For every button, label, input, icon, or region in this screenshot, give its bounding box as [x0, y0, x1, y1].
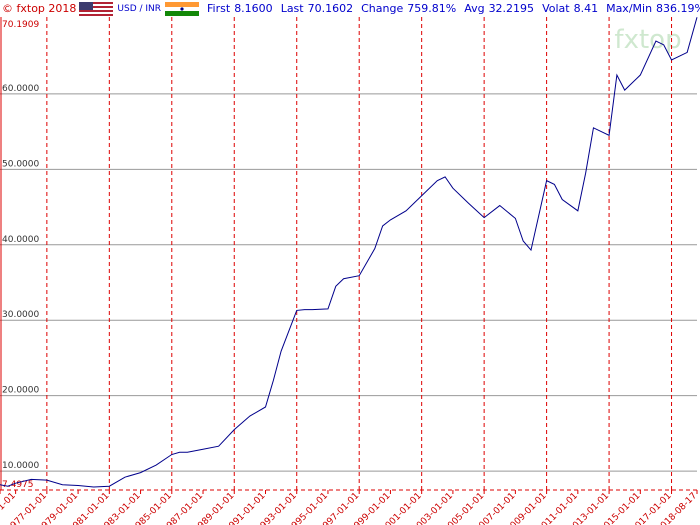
stat-label: Max/Min [606, 2, 653, 15]
india-flag [165, 1, 200, 16]
pair: USD / INR [117, 3, 162, 14]
y-tick-label: 40.0000 [2, 235, 39, 245]
price-line [0, 17, 698, 488]
us-flag [79, 1, 114, 16]
stat-value: 32.2195 [488, 2, 535, 15]
stat-label: Change [361, 2, 404, 15]
y-tick-label: 70.1909 [2, 20, 39, 30]
y-tick-label: 50.0000 [2, 159, 39, 169]
stat-value: 759.81% [407, 2, 457, 15]
y-tick-label: 60.0000 [2, 84, 39, 94]
stat-label: First [207, 2, 231, 15]
source: © fxtop 2018 [2, 2, 77, 15]
y-tick-label: 20.0000 [2, 386, 39, 396]
header: © fxtop 2018 USD / INR First 8.1600 Last 70… [0, 0, 700, 17]
watermark: fxtop [614, 25, 681, 55]
stat-value: 70.1602 [307, 2, 354, 15]
stat-value: 8.1600 [234, 2, 273, 15]
stat-label: Volat [542, 2, 570, 15]
y-tick-label: 7.4975 [2, 480, 34, 490]
stat-label: Avg [464, 2, 485, 15]
y-tick-label: 10.0000 [2, 461, 39, 471]
y-tick-label: 30.0000 [2, 310, 39, 320]
stat-label: Last [280, 2, 304, 15]
stat-value: 8.41 [573, 2, 599, 15]
stat-value: 836.19% [656, 2, 700, 15]
